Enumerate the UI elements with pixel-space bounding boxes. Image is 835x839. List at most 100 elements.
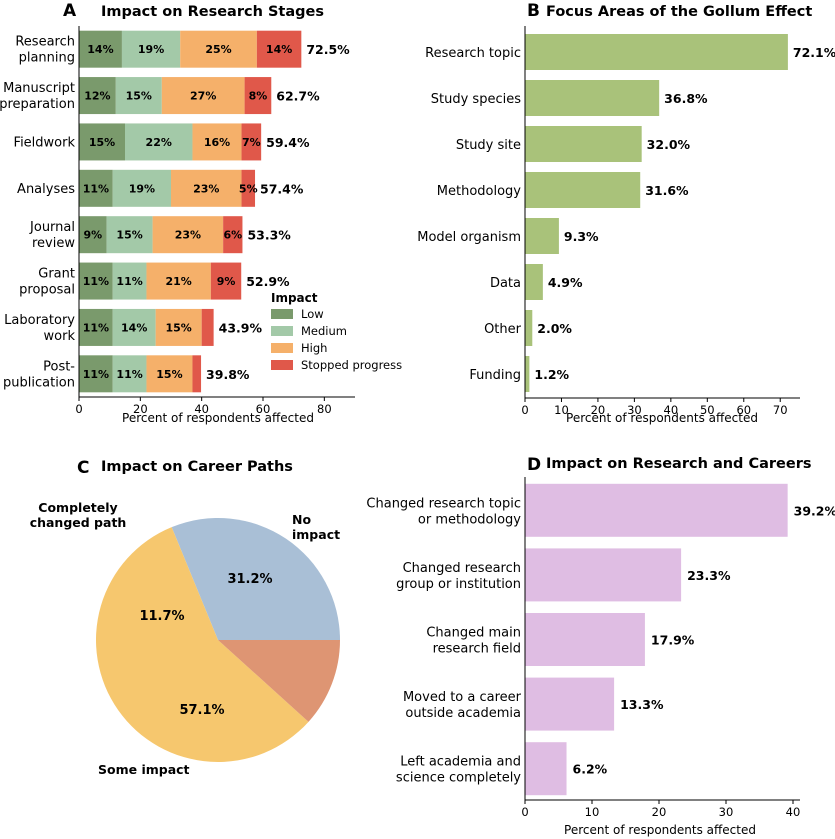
- panel-d-title: Impact on Research and Careers: [546, 456, 812, 472]
- bar-segment-stopped-progress: [241, 123, 262, 161]
- bar: [525, 613, 645, 666]
- category-label-line: Laboratory: [4, 313, 75, 328]
- segment-value-label: 6%: [223, 229, 242, 242]
- bar-value-label: 6.2%: [573, 762, 608, 777]
- category-label: Changed research group or institution: [396, 561, 521, 592]
- x-tick-label: 10: [585, 805, 600, 819]
- segment-value-label: 12%: [84, 90, 110, 103]
- category-label-line: Analyses: [17, 182, 75, 197]
- bar-value-label: 17.9%: [651, 633, 695, 648]
- bar-segment-stopped-progress: [201, 308, 214, 346]
- segment-value-label: 11%: [83, 275, 109, 288]
- bar: [525, 264, 543, 300]
- category-label-line: Journal: [29, 220, 75, 235]
- pie-slice-name-label: Some impact: [98, 762, 190, 777]
- bar-total-label: 57.4%: [260, 181, 304, 196]
- bar-segment-medium: [121, 30, 181, 68]
- category-label-line: Research: [15, 35, 75, 50]
- category-label: Research topic: [425, 46, 521, 61]
- bar-value-label: 4.9%: [548, 275, 583, 290]
- legend-swatch: [271, 309, 293, 319]
- segment-value-label: 16%: [204, 136, 230, 149]
- bar-total-label: 62.7%: [276, 89, 320, 104]
- pie-slice-value-label: 11.7%: [139, 609, 184, 624]
- bar-segment-low: [79, 30, 122, 68]
- bar: [525, 677, 615, 731]
- panel-a-title: Impact on Research Stages: [101, 4, 324, 20]
- bar-total-label: 43.9%: [219, 320, 263, 335]
- bar-segment-low: [79, 308, 113, 346]
- bar-segment-low: [79, 216, 107, 254]
- segment-value-label: 11%: [116, 275, 142, 288]
- panel-b-letter: B: [527, 1, 540, 21]
- bar-segment-high: [146, 355, 193, 393]
- bar: [525, 80, 660, 116]
- x-tick-label: 20: [133, 402, 148, 416]
- pie-slice-completely-changed-path: [218, 640, 340, 722]
- panel-d-bar-chart: D Impact on Research and Careers 39.2% Ch…: [366, 455, 835, 837]
- bar-segment-medium: [112, 169, 171, 207]
- segment-value-label: 23%: [193, 182, 219, 195]
- bar-value-label: 72.1%: [793, 45, 835, 60]
- x-tick-label: 20: [652, 805, 667, 819]
- category-label-line: Post-: [43, 359, 75, 374]
- bar-total-label: 39.8%: [206, 367, 250, 382]
- segment-value-label: 19%: [129, 182, 155, 195]
- panel-b-bar-chart: B Focus Areas of the Gollum Effect 72.1%…: [417, 1, 835, 425]
- bar-segment-high: [155, 308, 202, 346]
- category-label: Study site: [456, 138, 521, 153]
- bar: [525, 172, 641, 208]
- legend-entry: High: [301, 341, 327, 355]
- pie-slice-some-impact: [96, 527, 309, 762]
- pie-slice-no-impact: [171, 518, 340, 640]
- category-label: Changed main research field: [426, 626, 521, 657]
- category-label-line: outside academia: [405, 706, 521, 721]
- x-tick-label: 0: [75, 402, 82, 416]
- pie-slice-name-label: No impact: [292, 512, 340, 542]
- segment-value-label: 14%: [121, 321, 147, 334]
- segment-value-label: 15%: [116, 229, 142, 242]
- x-tick-label: 20: [591, 403, 606, 417]
- category-label-line: Changed main: [426, 626, 521, 641]
- category-label-line: work: [44, 329, 76, 344]
- legend-swatch: [271, 360, 293, 370]
- category-label: Study species: [431, 92, 521, 107]
- bar-total-label: 59.4%: [266, 135, 310, 150]
- panel-a-letter: A: [63, 1, 77, 21]
- category-label: Fieldwork: [14, 135, 76, 150]
- category-label-line: Manuscript: [3, 81, 75, 96]
- category-label: Journal review: [29, 220, 75, 251]
- category-label-line: research field: [433, 642, 521, 657]
- bar-segment-high: [192, 123, 242, 161]
- x-tick-label: 0: [521, 403, 528, 417]
- bar-segment-high: [161, 77, 245, 115]
- bar: [525, 742, 567, 796]
- panel-c-pie-chart: C Impact on Career Paths 31.2% No impact 57…: [30, 458, 340, 777]
- segment-value-label: 5%: [239, 182, 258, 195]
- bar-value-label: 13.3%: [620, 697, 664, 712]
- bar-value-label: 23.3%: [687, 568, 731, 583]
- segment-value-label: 15%: [156, 368, 182, 381]
- bar-segment-low: [79, 77, 116, 115]
- segment-value-label: 14%: [266, 43, 292, 56]
- bar-value-label: 2.0%: [537, 321, 572, 336]
- bar-segment-medium: [115, 77, 162, 115]
- bar-segment-medium: [112, 308, 156, 346]
- x-tick-label: 30: [719, 805, 734, 819]
- bar-segment-high: [146, 262, 211, 300]
- category-label-line: review: [32, 236, 75, 251]
- pie-slice-name-line: No: [292, 512, 311, 527]
- bar-segment-stopped-progress: [256, 30, 302, 68]
- panel-d-letter: D: [527, 455, 541, 475]
- bar-segment-low: [79, 355, 113, 393]
- pie-slice-value-label: 57.1%: [179, 703, 224, 718]
- bar: [525, 483, 788, 537]
- category-label: Post-publication: [3, 359, 75, 390]
- segment-value-label: 15%: [165, 321, 191, 334]
- panel-c-letter: C: [77, 458, 89, 478]
- segment-value-label: 8%: [249, 90, 268, 103]
- category-label-line: proposal: [19, 283, 75, 298]
- segment-value-label: 9%: [217, 275, 236, 288]
- legend-swatch: [271, 343, 293, 353]
- bar: [525, 218, 559, 254]
